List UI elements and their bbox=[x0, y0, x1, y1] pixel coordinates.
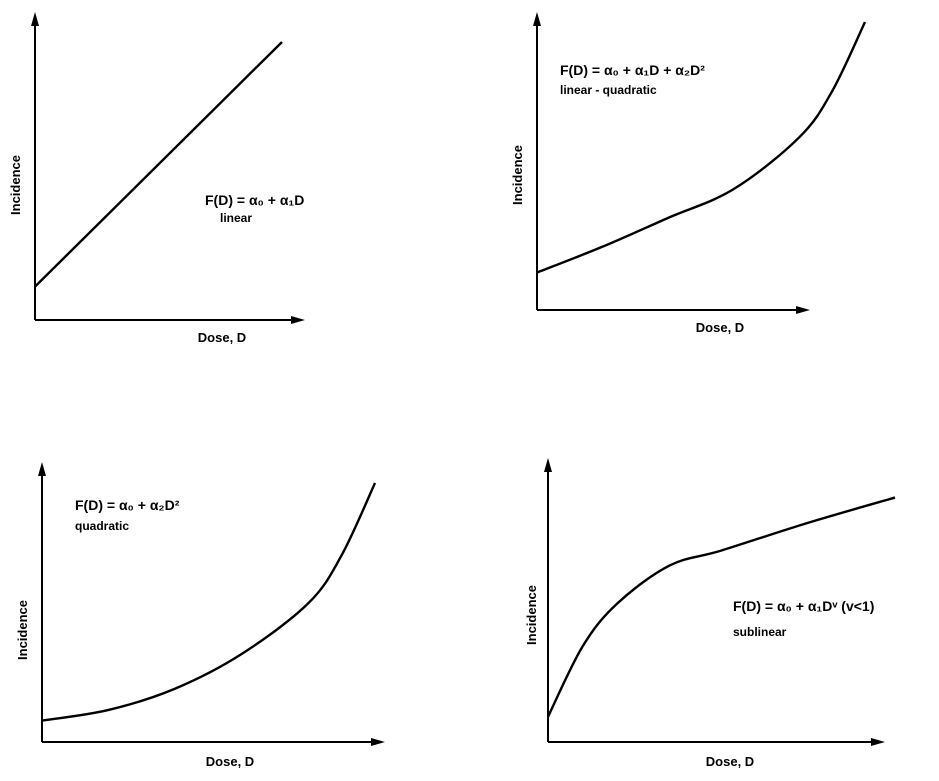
series-line bbox=[34, 41, 283, 288]
y-axis-label: Incidence bbox=[510, 145, 525, 205]
y-axis-label: Incidence bbox=[8, 155, 23, 215]
series-line bbox=[546, 496, 896, 718]
curve-kind-annotation: sublinear bbox=[733, 625, 787, 639]
y-axis-label: Incidence bbox=[524, 585, 539, 645]
equation-annotation: F(D) = α₀ + α₁Dᵛ (v<1) bbox=[733, 598, 874, 614]
y-axis-label: Incidence bbox=[15, 600, 30, 660]
chart-panel-2: Dose, D Incidence F(D) = α₀ + α₁D + α₂D² li… bbox=[510, 12, 867, 335]
y-axis-arrow-icon bbox=[544, 458, 552, 472]
equation-annotation: F(D) = α₀ + α₁D + α₂D² bbox=[560, 62, 705, 78]
y-axis-arrow-icon bbox=[38, 462, 46, 476]
equation-annotation: F(D) = α₀ + α₁D bbox=[205, 192, 304, 208]
x-axis-label: Dose, D bbox=[206, 754, 254, 769]
x-axis-arrow-icon bbox=[796, 306, 810, 314]
series-line bbox=[536, 21, 867, 274]
equation-annotation: F(D) = α₀ + α₂D² bbox=[75, 497, 180, 513]
curve-kind-annotation: linear - quadratic bbox=[560, 83, 657, 97]
chart-panel-1: Dose, D Incidence F(D) = α₀ + α₁D linear bbox=[8, 12, 305, 345]
y-axis-arrow-icon bbox=[31, 12, 39, 26]
series-line bbox=[41, 482, 377, 722]
curve-kind-annotation: linear bbox=[220, 211, 252, 225]
x-axis-arrow-icon bbox=[371, 738, 385, 746]
x-axis-arrow-icon bbox=[871, 738, 885, 746]
x-axis-label: Dose, D bbox=[198, 330, 246, 345]
x-axis-arrow-icon bbox=[291, 316, 305, 324]
chart-panel-4: Dose, D Incidence F(D) = α₀ + α₁Dᵛ (v<1) su… bbox=[524, 458, 896, 769]
curve-kind-annotation: quadratic bbox=[75, 519, 129, 533]
x-axis-label: Dose, D bbox=[696, 320, 744, 335]
y-axis-arrow-icon bbox=[533, 12, 541, 26]
chart-panel-3: Dose, D Incidence F(D) = α₀ + α₂D² quadrati… bbox=[15, 462, 385, 769]
x-axis-label: Dose, D bbox=[706, 754, 754, 769]
